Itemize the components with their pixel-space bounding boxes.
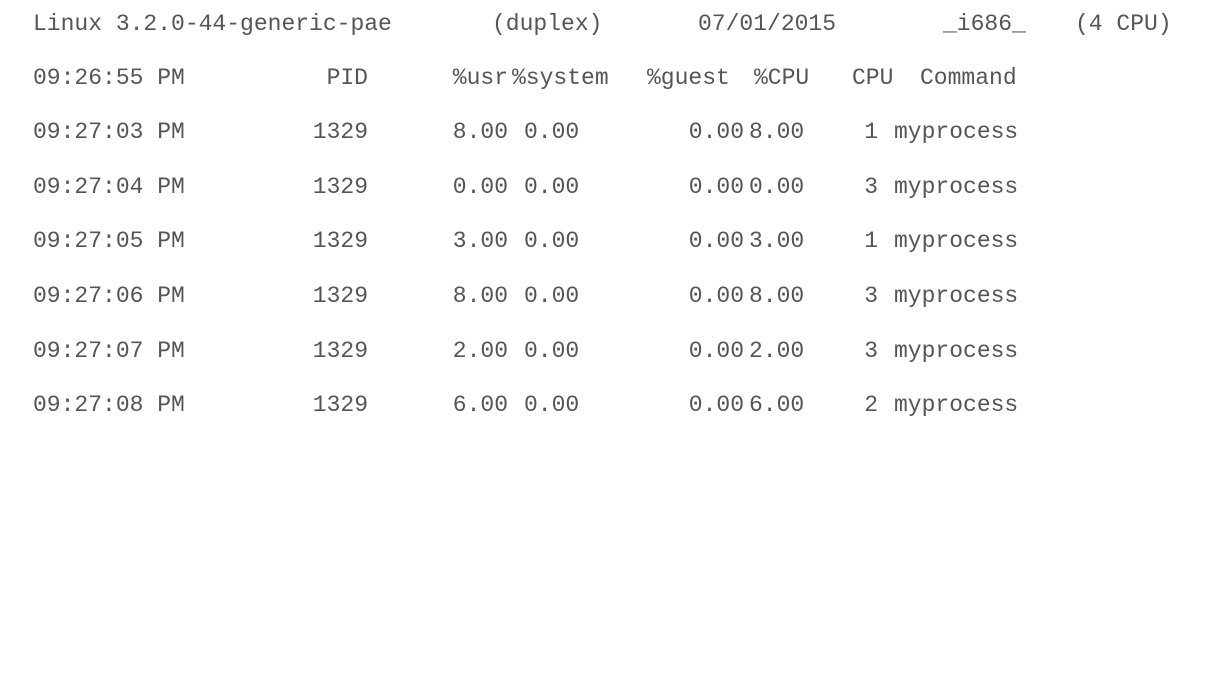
cpu-count: (4 CPU): [1075, 11, 1172, 37]
row-pid: 1329: [312, 174, 368, 200]
column-header-cpu-pct: %CPU: [754, 65, 810, 91]
row-system: 0.00: [524, 119, 580, 145]
row-cpu: 2: [864, 392, 878, 418]
row-pid: 1329: [312, 228, 368, 254]
table-row: 09:27:03 PM 1329 8.00 0.00 0.00 8.00 1 m…: [0, 117, 1018, 147]
row-pid: 1329: [312, 119, 368, 145]
row-pid: 1329: [312, 283, 368, 309]
row-command: myprocess: [894, 174, 1019, 200]
row-usr: 0.00: [452, 174, 508, 200]
architecture: _i686_: [943, 11, 1026, 37]
row-pid: 1329: [312, 338, 368, 364]
hostname: (duplex): [492, 11, 603, 37]
row-usr: 6.00: [452, 392, 508, 418]
column-header-time: 09:26:55 PM: [33, 65, 185, 91]
row-guest: 0.00: [688, 338, 744, 364]
row-time: 09:27:06 PM: [33, 283, 185, 309]
row-guest: 0.00: [688, 174, 744, 200]
row-usr: 3.00: [452, 228, 508, 254]
kernel-version: Linux 3.2.0-44-generic-pae: [33, 11, 392, 37]
system-info-line: Linux 3.2.0-44-generic-pae (duplex) 07/0…: [0, 9, 1172, 39]
row-pid: 1329: [312, 392, 368, 418]
row-guest: 0.00: [688, 119, 744, 145]
column-header-system: %system: [512, 65, 609, 91]
row-cpu: 1: [864, 119, 878, 145]
row-system: 0.00: [524, 392, 580, 418]
column-header-cpu: CPU: [852, 65, 894, 91]
row-cpu-pct: 8.00: [749, 283, 805, 309]
row-guest: 0.00: [688, 392, 744, 418]
terminal-output: Linux 3.2.0-44-generic-pae (duplex) 07/0…: [0, 9, 1172, 420]
row-cpu: 1: [864, 228, 878, 254]
row-system: 0.00: [524, 228, 580, 254]
row-cpu-pct: 0.00: [749, 174, 805, 200]
row-command: myprocess: [894, 283, 1019, 309]
row-command: myprocess: [894, 228, 1019, 254]
row-usr: 2.00: [452, 338, 508, 364]
row-cpu-pct: 3.00: [749, 228, 805, 254]
column-header-usr: %usr: [452, 65, 508, 91]
column-header-command: Command: [920, 65, 1017, 91]
row-cpu-pct: 6.00: [749, 392, 805, 418]
row-time: 09:27:08 PM: [33, 392, 185, 418]
row-cpu-pct: 2.00: [749, 338, 805, 364]
row-usr: 8.00: [452, 283, 508, 309]
row-command: myprocess: [894, 392, 1019, 418]
column-header-row: 09:26:55 PM PID %usr %system %guest %CPU…: [0, 63, 1017, 93]
row-cpu: 3: [864, 283, 878, 309]
column-header-guest: %guest: [647, 65, 730, 91]
table-row: 09:27:08 PM 1329 6.00 0.00 0.00 6.00 2 m…: [0, 390, 1018, 420]
row-system: 0.00: [524, 338, 580, 364]
table-row: 09:27:04 PM 1329 0.00 0.00 0.00 0.00 3 m…: [0, 172, 1018, 202]
row-time: 09:27:04 PM: [33, 174, 185, 200]
row-system: 0.00: [524, 174, 580, 200]
column-header-pid: PID: [326, 65, 368, 91]
row-guest: 0.00: [688, 283, 744, 309]
table-row: 09:27:06 PM 1329 8.00 0.00 0.00 8.00 3 m…: [0, 281, 1018, 311]
row-system: 0.00: [524, 283, 580, 309]
row-usr: 8.00: [452, 119, 508, 145]
table-row: 09:27:07 PM 1329 2.00 0.00 0.00 2.00 3 m…: [0, 336, 1018, 366]
row-cpu: 3: [864, 174, 878, 200]
row-command: myprocess: [894, 338, 1019, 364]
row-time: 09:27:07 PM: [33, 338, 185, 364]
row-guest: 0.00: [688, 228, 744, 254]
table-row: 09:27:05 PM 1329 3.00 0.00 0.00 3.00 1 m…: [0, 226, 1018, 256]
row-time: 09:27:03 PM: [33, 119, 185, 145]
row-cpu-pct: 8.00: [749, 119, 805, 145]
row-time: 09:27:05 PM: [33, 228, 185, 254]
row-cpu: 3: [864, 338, 878, 364]
row-command: myprocess: [894, 119, 1019, 145]
report-date: 07/01/2015: [698, 11, 837, 37]
